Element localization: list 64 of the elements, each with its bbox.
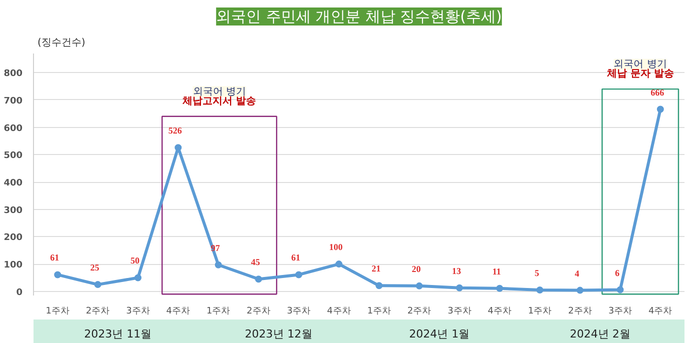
x-tick-label: 4주차	[166, 306, 190, 316]
text: 2024년 2월	[570, 328, 630, 340]
x-tick-label: 3주차	[448, 306, 472, 316]
point	[536, 286, 544, 294]
point	[416, 282, 423, 290]
point	[335, 260, 342, 268]
x-tick-label: 1주차	[46, 306, 70, 316]
y-tick-label: 800	[4, 69, 23, 80]
data-label: 20	[412, 264, 422, 274]
point	[174, 144, 182, 152]
text: 2024년 1월	[409, 328, 470, 340]
data-label: 61	[50, 252, 60, 263]
x-tick-label: 1주차	[528, 306, 552, 316]
data-label: 6	[614, 268, 620, 278]
text: 2023년 11월	[84, 328, 152, 340]
x-tick-label: 4주차	[648, 306, 672, 316]
x-tick-label: 1주차	[206, 306, 230, 316]
annotation: 외국어 병기 체납 문자 발송	[606, 58, 674, 80]
x-tick-label: 3주차	[286, 306, 311, 316]
data-label: 21	[372, 264, 382, 274]
y-tick-label: 100	[4, 260, 23, 271]
y-tick-label: 0	[16, 288, 23, 298]
text: 2023년 12월	[244, 328, 312, 340]
x-tick-label: 2주차	[407, 306, 432, 316]
point	[134, 274, 142, 282]
point	[376, 282, 383, 290]
data-label: 50	[130, 256, 140, 266]
data-label: 5	[534, 268, 540, 278]
point	[456, 284, 463, 292]
x-tick-label: 2주차	[86, 306, 110, 316]
data-label: 13	[452, 266, 462, 276]
annotation: 외국어 병기 체납고지서 발송	[182, 86, 256, 107]
point	[576, 286, 584, 294]
x-tick-label: 3주차	[608, 306, 632, 316]
point	[616, 286, 624, 294]
y-axis-title: (징수건수)	[38, 38, 86, 48]
point	[214, 261, 222, 268]
y-tick-label: 700	[4, 96, 23, 106]
x-tick-label: 4주차	[327, 306, 351, 316]
y-tick-label: 400	[4, 178, 23, 189]
data-label: 666	[650, 87, 665, 98]
x-tick-label: 4주차	[488, 306, 512, 316]
data-label: 25	[90, 262, 100, 273]
y-tick-label: 300	[4, 206, 23, 216]
chart-title: 외국인 주민세 개인분 체납 징수현황(추세)	[216, 8, 502, 26]
y-tick-label: 200	[4, 233, 23, 244]
data-label: 11	[492, 266, 502, 276]
x-tick-label: 2주차	[568, 306, 592, 316]
data-label: 100	[329, 242, 344, 252]
point	[295, 271, 302, 278]
data-label: 45	[251, 257, 261, 268]
y-tick-label: 600	[4, 124, 23, 134]
y-tick-label: 500	[4, 151, 23, 162]
data-label: 526	[168, 126, 182, 136]
x-tick-label: 2주차	[246, 306, 270, 316]
x-tick-label: 1주차	[367, 306, 391, 316]
data-label: 61	[291, 252, 301, 263]
point	[94, 281, 102, 288]
point	[54, 271, 62, 278]
point	[496, 284, 504, 292]
x-tick-label: 3주차	[126, 306, 150, 316]
point	[656, 106, 664, 113]
point	[255, 276, 262, 283]
data-label: 4	[574, 268, 580, 278]
